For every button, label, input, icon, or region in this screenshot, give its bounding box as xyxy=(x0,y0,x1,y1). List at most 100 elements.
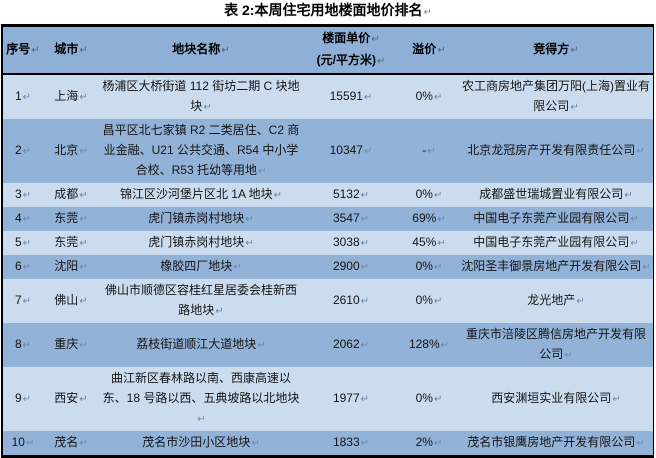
cell-winner: 西安渊垣实业有限公司↵ xyxy=(459,367,653,431)
paragraph-mark: ↵ xyxy=(433,190,443,201)
paragraph-mark: ↵ xyxy=(437,45,446,56)
premium-value: 0% xyxy=(415,259,433,273)
table-row: 5↵ 东莞↵ 虎门镇赤岗村地块↵ 3038↵ 45%↵ 中国电子东莞产业园有限公… xyxy=(3,231,653,255)
cell-rank: 8↵ xyxy=(3,323,43,367)
price-value: 2062 xyxy=(332,337,360,351)
rank-value: 5 xyxy=(14,235,22,249)
paragraph-mark: ↵ xyxy=(79,214,88,225)
cell-winner: 重庆市涪陵区腾信房地产开发有限公司↵ xyxy=(459,323,653,367)
paragraph-mark: ↵ xyxy=(612,394,621,405)
paragraph-mark: ↵ xyxy=(433,262,443,273)
plot-name-value: 锦江区沙河堡片区北 1A 地块 xyxy=(119,187,273,201)
paragraph-mark: ↵ xyxy=(22,296,32,307)
city-value: 佛山 xyxy=(54,293,79,307)
plot-name-value: 橡胶四厂地块 xyxy=(160,259,233,273)
paragraph-mark: ↵ xyxy=(22,238,32,249)
premium-value: 128% xyxy=(408,337,440,351)
cell-premium: -↵ xyxy=(399,119,459,183)
cell-winner: 茂名市银鹰房地产开发有限公司↵ xyxy=(459,431,653,455)
paragraph-mark: ↵ xyxy=(440,340,450,351)
paragraph-mark: ↵ xyxy=(433,296,443,307)
price-value: 3038 xyxy=(332,235,360,249)
cell-rank: 10↵ xyxy=(3,431,43,455)
cell-price: 3038↵ xyxy=(303,231,399,255)
premium-value: 0% xyxy=(415,391,433,405)
rank-value: 2 xyxy=(14,143,22,157)
cell-premium: 0%↵ xyxy=(399,279,459,323)
plot-name-value: 茂名市沙田小区地块 xyxy=(142,435,251,449)
cell-city: 西安↵ xyxy=(43,367,99,431)
winner-value: 重庆市涪陵区腾信房地产开发有限公司 xyxy=(465,327,646,361)
city-value: 上海 xyxy=(54,89,79,103)
paragraph-mark: ↵ xyxy=(642,262,651,273)
paragraph-mark: ↵ xyxy=(22,214,32,225)
paragraph-mark: ↵ xyxy=(79,262,88,273)
premium-value: 0% xyxy=(415,187,433,201)
page-title-text: 表 2:本周住宅用地楼面地价排名 xyxy=(224,2,423,18)
header-cell-winner: 竞得方↵ xyxy=(459,27,653,73)
paragraph-mark: ↵ xyxy=(22,146,32,157)
plot-name-value: 曲江新区春林路以南、西康高速以东、18 号路以西、五典坡路以北地块 xyxy=(102,371,300,405)
cell-price: 5132↵ xyxy=(303,183,399,207)
paragraph-mark: ↵ xyxy=(245,238,254,249)
cell-city: 北京↵ xyxy=(43,119,99,183)
cell-plot: 橡胶四厂地块↵ xyxy=(99,255,303,279)
cell-plot: 荔枝街道顺江大道地块↵ xyxy=(99,323,303,367)
paragraph-mark: ↵ xyxy=(79,394,88,405)
paragraph-mark: ↵ xyxy=(79,238,88,249)
cell-premium: 0%↵ xyxy=(399,75,459,119)
winner-value: 成都盛世瑞城置业有限公司 xyxy=(479,187,624,201)
cell-plot: 锦江区沙河堡片区北 1A 地块↵ xyxy=(99,183,303,207)
table-row: 6↵ 沈阳↵ 橡胶四厂地块↵ 2900↵ 0%↵ 沈阳圣丰御景房地产开发有限公司… xyxy=(3,255,653,279)
cell-winner: 农工商房地产集团万阳(上海)置业有限公司↵ xyxy=(459,75,653,119)
cell-premium: 69%↵ xyxy=(399,207,459,231)
rank-value: 8 xyxy=(14,337,22,351)
paragraph-mark: ↵ xyxy=(363,92,373,103)
header-label-plot: 地块名称 xyxy=(172,42,221,56)
cell-rank: 4↵ xyxy=(3,207,43,231)
paragraph-mark: ↵ xyxy=(79,296,88,307)
cell-rank: 1↵ xyxy=(3,75,43,119)
paragraph-mark: ↵ xyxy=(79,340,88,351)
cell-city: 上海↵ xyxy=(43,75,99,119)
paragraph-mark: ↵ xyxy=(25,438,35,449)
premium-value: 0% xyxy=(415,89,433,103)
table-header-row: 序号↵ 城市↵ 地块名称↵ 楼面单价↵ (元/平方米)↵ 溢价↵ 竞得方↵ xyxy=(3,27,653,75)
paragraph-mark: ↵ xyxy=(624,190,633,201)
price-value: 2610 xyxy=(332,293,360,307)
paragraph-mark: ↵ xyxy=(433,394,443,405)
cell-city: 佛山↵ xyxy=(43,279,99,323)
rank-value: 10 xyxy=(11,435,25,449)
winner-value: 西安渊垣实业有限公司 xyxy=(491,391,612,405)
cell-winner: 龙光地产↵ xyxy=(459,279,653,323)
paragraph-mark: ↵ xyxy=(22,190,32,201)
paragraph-mark: ↵ xyxy=(245,214,254,225)
rank-value: 1 xyxy=(14,89,22,103)
cell-plot: 佛山市顺德区容桂红星居委会桂新西路地块↵ xyxy=(99,279,303,323)
paragraph-mark: ↵ xyxy=(31,45,40,56)
winner-value: 中国电子东莞产业园有限公司 xyxy=(473,211,630,225)
paragraph-mark: ↵ xyxy=(197,414,206,425)
header-cell-premium: 溢价↵ xyxy=(399,27,459,73)
plot-name-value: 荔枝街道顺江大道地块 xyxy=(136,337,257,351)
winner-value: 农工商房地产集团万阳(上海)置业有限公司 xyxy=(462,79,650,113)
cell-city: 重庆↵ xyxy=(43,323,99,367)
table-row: 2↵ 北京↵ 昌平区北七家镇 R2 二类居住、C2 商业金融、U21 公共交通、… xyxy=(3,119,653,183)
table-row: 1↵ 上海↵ 杨浦区大桥街道 112 街坊二期 C 块地块↵ 15591↵ 0%… xyxy=(3,75,653,119)
winner-value: 沈阳圣丰御景房地产开发有限公司 xyxy=(461,259,642,273)
premium-value: 45% xyxy=(412,235,437,249)
paragraph-mark: ↵ xyxy=(630,214,639,225)
cell-plot: 虎门镇赤岗村地块↵ xyxy=(99,207,303,231)
cell-price: 2062↵ xyxy=(303,323,399,367)
header-label-price: 楼面单价 xyxy=(322,31,371,45)
plot-name-value: 佛山市顺德区容桂红星居委会桂新西路地块 xyxy=(104,283,297,317)
paragraph-mark: ↵ xyxy=(427,146,436,157)
header-label-price-unit: (元/平方米) xyxy=(316,53,376,67)
rank-value: 9 xyxy=(14,391,22,405)
paragraph-mark: ↵ xyxy=(360,214,370,225)
cell-winner: 中国电子东莞产业园有限公司↵ xyxy=(459,207,653,231)
paragraph-mark: ↵ xyxy=(360,190,370,201)
cell-winner: 中国电子东莞产业园有限公司↵ xyxy=(459,231,653,255)
land-price-table: 序号↵ 城市↵ 地块名称↵ 楼面单价↵ (元/平方米)↵ 溢价↵ 竞得方↵ 1↵ xyxy=(1,24,654,458)
cell-premium: 128%↵ xyxy=(399,323,459,367)
